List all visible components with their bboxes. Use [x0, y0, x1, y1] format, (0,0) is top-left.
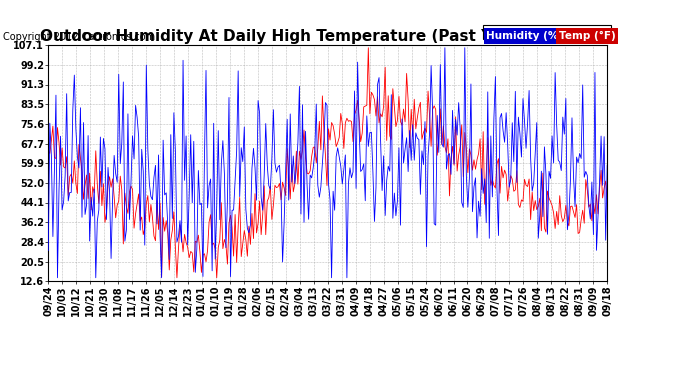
Title: Outdoor Humidity At Daily High Temperature (Past Year) 20120924: Outdoor Humidity At Daily High Temperatu…: [39, 29, 616, 44]
Text: Humidity (%): Humidity (%): [486, 31, 564, 41]
Text: Copyright 2012 Cartronics.com: Copyright 2012 Cartronics.com: [3, 32, 155, 42]
Text: Temp (°F): Temp (°F): [559, 31, 615, 41]
